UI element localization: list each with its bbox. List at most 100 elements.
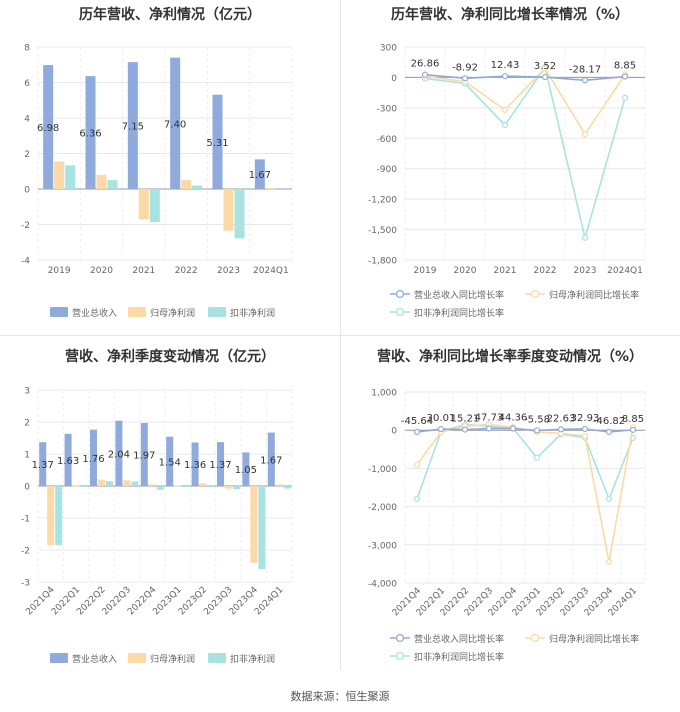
annual-revenue-profit-chart: 历年营收、净利情况（亿元） -4 -2 0 2 4 6 8 2019 2020 2021 2022 2…	[0, 0, 340, 335]
line-data-label: 12.43	[491, 60, 520, 71]
bar-revenue	[43, 65, 54, 189]
series-point	[509, 425, 517, 432]
series-point	[413, 495, 421, 503]
bar-deducted-profit	[156, 486, 164, 490]
legend-swatch	[50, 653, 68, 663]
y-tick-label: -1,800	[368, 257, 397, 267]
legend-marker	[530, 633, 540, 643]
horizontal-divider	[0, 335, 680, 336]
series-line-net-profit-growth	[416, 423, 634, 563]
y-tick-label: -3,000	[368, 541, 397, 551]
legend-label: 归母净利润同比增长率	[549, 633, 639, 645]
bar-revenue	[115, 420, 123, 486]
bar-revenue	[64, 433, 72, 486]
y-tick-label: -1,200	[368, 196, 397, 206]
bar-net-profit	[275, 484, 283, 486]
line-data-label: -28.17	[569, 64, 601, 75]
bar-revenue	[191, 442, 199, 486]
series-line-net-profit-growth	[424, 66, 626, 136]
bar-data-label: 1.67	[260, 455, 282, 466]
bar-net-profit	[54, 161, 65, 189]
x-tick-label: 2021	[494, 266, 517, 276]
bar-data-label: 1.97	[133, 450, 155, 461]
y-tick-label: 0	[391, 427, 397, 437]
bar-deducted-profit	[276, 189, 287, 190]
bar-data-label: 1.63	[57, 456, 79, 467]
series-point	[581, 77, 589, 84]
line-data-label: 15.21	[451, 414, 480, 425]
bar-deducted-profit	[182, 486, 190, 487]
series-point	[581, 234, 589, 241]
bar-net-profit	[72, 485, 80, 487]
bar-revenue	[217, 442, 224, 486]
bar-net-profit	[199, 483, 207, 486]
bar-revenue	[39, 442, 47, 486]
x-tick-label: 2024Q1	[253, 585, 285, 617]
x-tick-label: 2020	[454, 266, 477, 276]
bar-deducted-profit	[107, 180, 118, 189]
bar-data-label: 2.04	[108, 449, 130, 460]
bar-net-profit	[223, 189, 234, 231]
line-data-label: 8.85	[614, 61, 636, 72]
bar-deducted-profit	[283, 486, 291, 489]
chart-title: 历年营收、净利情况（亿元）	[79, 7, 261, 23]
legend-label: 扣非净利润同比增长率	[414, 307, 504, 319]
series-line-deducted-profit-growth	[416, 423, 634, 502]
series-point	[485, 425, 493, 432]
annual-growth-rate-chart: 历年营收、净利同比增长率情况（%） -1,800 -1,500 -1,200 -900…	[340, 0, 680, 335]
series-point	[541, 65, 549, 72]
series-point	[421, 71, 429, 78]
legend-label: 归母净利润	[150, 307, 195, 319]
x-tick-label: 2024Q1	[253, 266, 289, 276]
legend-label: 营业总收入同比增长率	[414, 289, 504, 301]
series-line-revenue-growth	[416, 427, 634, 433]
quarterly-revenue-profit-svg: -3-2-101232021Q42022Q12022Q22022Q32022Q4…	[21, 387, 293, 665]
legend-marker	[395, 307, 405, 317]
line-data-label: -5.58	[524, 414, 550, 425]
line-data-label: 44.36	[499, 413, 528, 424]
legend-label: 归母净利润同比增长率	[549, 289, 639, 301]
series-point	[621, 73, 629, 80]
y-tick-label: 1	[24, 451, 30, 461]
bar-deducted-profit	[106, 481, 113, 486]
line-data-label: -45.64	[401, 416, 433, 427]
bar-deducted-profit	[207, 486, 215, 487]
bar-data-label: 1.67	[249, 170, 271, 181]
series-point	[413, 428, 421, 436]
line-data-label: 30.01	[427, 413, 456, 424]
bar-net-profit	[98, 479, 105, 486]
legend-marker	[395, 651, 405, 661]
legend-label: 扣非净利润同比增长率	[414, 651, 504, 663]
y-tick-label: -2	[21, 547, 30, 557]
chart-title: 营收、净利同比增长率季度变动情况（%）	[376, 349, 644, 365]
chart-title: 历年营收、净利同比增长率情况（%）	[390, 7, 630, 23]
y-tick-label: -3	[21, 579, 30, 589]
chart-title: 营收、净利季度变动情况（亿元）	[65, 349, 275, 365]
series-point	[581, 131, 589, 138]
series-point	[581, 432, 589, 440]
y-tick-label: -1,000	[368, 465, 397, 475]
legend-label: 扣非净利润	[230, 653, 275, 665]
y-tick-label: -1	[21, 515, 30, 525]
legend-swatch	[50, 307, 68, 317]
bar-net-profit	[148, 484, 156, 486]
annual-growth-rate-svg: -1,800 -1,500 -1,200 -900 -600 -300 0 300 2019 20…	[368, 44, 646, 319]
x-tick-label: 2019	[414, 266, 437, 276]
bar-deducted-profit	[55, 486, 63, 546]
legend-marker	[530, 289, 540, 299]
bar-data-label: 5.31	[206, 138, 228, 149]
y-tick-label: -1,500	[368, 226, 397, 236]
y-tick-label: 6	[24, 79, 30, 89]
bar-deducted-profit	[131, 481, 139, 486]
bar-revenue	[127, 62, 138, 189]
bar-data-label: 7.15	[122, 122, 144, 133]
bar-revenue	[140, 422, 148, 486]
bar-net-profit	[174, 485, 182, 487]
legend-swatch	[128, 307, 146, 317]
bar-data-label: 1.54	[159, 457, 181, 468]
bar-deducted-profit	[234, 189, 245, 239]
y-tick-label: 2	[24, 419, 30, 429]
x-tick-label: 2019	[48, 266, 71, 276]
bar-net-profit	[47, 486, 55, 546]
y-tick-label: 0	[391, 74, 397, 84]
